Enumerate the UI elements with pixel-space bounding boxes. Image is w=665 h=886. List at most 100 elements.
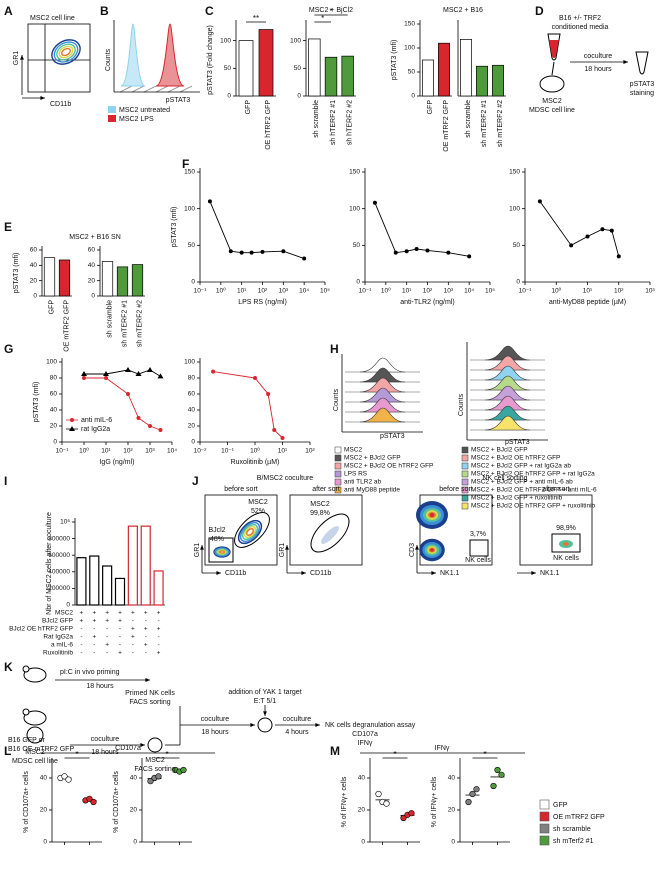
- plot-frame: [419, 494, 493, 566]
- y-tick-label: 100: [184, 205, 195, 212]
- x-tick-label: 10¹: [278, 448, 288, 455]
- label: coculture: [201, 716, 230, 723]
- density-contour: [58, 45, 74, 59]
- bar: [131, 264, 144, 297]
- point: [467, 254, 472, 259]
- label: pI:C in vivo priming: [60, 669, 120, 676]
- row-mark: -: [145, 634, 147, 641]
- bar: [492, 64, 504, 97]
- y-tick-label: 0: [516, 279, 520, 286]
- row-label: MSC2: [55, 610, 73, 617]
- label: pSTAT3: [630, 81, 655, 88]
- point: [569, 243, 574, 248]
- point: [469, 790, 476, 798]
- x-tick-label: 10⁻¹: [194, 288, 208, 295]
- histogram: [484, 345, 531, 361]
- legend-label: MSC2 + BJcl2 GFP + rat IgG2a ab: [471, 463, 571, 470]
- panel-header: CD107a: [115, 745, 141, 752]
- gate: [208, 537, 234, 563]
- point: [125, 367, 131, 372]
- point: [266, 392, 271, 396]
- label: 98,9%: [556, 525, 576, 532]
- row-mark: -: [132, 642, 134, 649]
- row-mark: -: [106, 650, 108, 657]
- arrow-head: [301, 571, 306, 575]
- y-tick-label: 40: [448, 775, 456, 782]
- label: NK cells: [553, 555, 579, 562]
- tube-icon: [635, 51, 649, 75]
- point: [465, 798, 472, 806]
- label: NK cells degranulation assay: [325, 722, 416, 729]
- bar: [341, 55, 354, 97]
- label: Counts: [105, 48, 112, 71]
- row-mark: +: [118, 618, 122, 625]
- label: MSC2: [145, 757, 165, 764]
- y-tick-label: 20: [30, 277, 38, 284]
- plot-title: MSC2 cell line: [30, 15, 75, 22]
- bar: [89, 555, 100, 606]
- legend-swatch: [461, 486, 469, 494]
- label: 18 hours: [91, 749, 119, 756]
- legend-label: GFP: [553, 802, 568, 809]
- legend-label: MSC2 untreated: [119, 107, 170, 114]
- point: [253, 376, 257, 380]
- label: IFNγ: [358, 740, 373, 747]
- row-mark: +: [157, 650, 161, 657]
- point: [393, 250, 398, 255]
- y-tick-label: 0: [411, 93, 415, 100]
- y-tick-label: 20: [130, 807, 138, 814]
- panel-letter: M: [330, 744, 340, 758]
- point: [473, 786, 480, 793]
- chart-title: MSC2 + BjCl2: [309, 7, 353, 14]
- x-tick-label: GFP: [245, 100, 252, 115]
- x-axis-label: anti-MyD88 peptide (µM): [549, 299, 626, 306]
- histogram-hatch: [155, 85, 169, 93]
- row-mark: -: [157, 618, 159, 625]
- y-axis-label: pSTAT3 (mfi): [391, 40, 398, 81]
- point: [86, 795, 93, 802]
- histogram: [359, 377, 406, 393]
- y-tick-label: 50: [188, 242, 196, 249]
- row-mark: +: [105, 642, 109, 649]
- point: [103, 371, 109, 376]
- y-axis-label: Nbr of MSC2 cells after coculture: [46, 512, 53, 615]
- row-mark: -: [80, 634, 82, 641]
- legend-swatch: [461, 494, 469, 502]
- y-tick-label: 150: [404, 21, 415, 28]
- x-tick-label: 10⁴: [464, 288, 474, 295]
- y-tick-label: 60: [30, 247, 38, 254]
- y-tick-label: 100: [184, 359, 195, 366]
- point: [302, 256, 307, 261]
- significance: **: [253, 14, 259, 23]
- gate: [310, 513, 350, 553]
- row-mark: -: [145, 618, 147, 625]
- point: [90, 798, 97, 806]
- label: 52%: [251, 508, 265, 515]
- label: GR1: [194, 543, 201, 558]
- panel-letter: E: [4, 220, 12, 234]
- y-axis-label: pSTAT3 (mfi): [33, 382, 40, 423]
- label: before sort: [224, 486, 258, 493]
- point: [158, 428, 163, 432]
- label: 4 hours: [285, 729, 309, 736]
- label: MDSC cell line: [12, 758, 58, 765]
- row-mark: -: [119, 634, 121, 641]
- y-axis-label: % of IFNγ+ cells: [341, 776, 348, 827]
- y-tick-label: 0: [227, 93, 231, 100]
- bar: [114, 577, 126, 606]
- label: after sort: [312, 486, 340, 493]
- plot-frame: [289, 494, 363, 566]
- legend-marker: [69, 426, 75, 431]
- density-contour: [241, 523, 259, 541]
- y-tick-label: 40: [30, 262, 38, 269]
- arrow-head: [623, 60, 628, 64]
- label: pSTAT3: [505, 439, 530, 446]
- label: CD11b: [225, 570, 246, 577]
- y-tick-label: 50: [224, 65, 232, 72]
- legend-swatch: [334, 462, 342, 470]
- y-tick-label: 50: [353, 242, 361, 249]
- y-tick-label: 0: [66, 602, 70, 609]
- panel-header: IFNγ: [435, 745, 450, 752]
- label: Primed NK cells: [125, 690, 175, 697]
- x-tick-label: 10⁻¹: [221, 448, 235, 455]
